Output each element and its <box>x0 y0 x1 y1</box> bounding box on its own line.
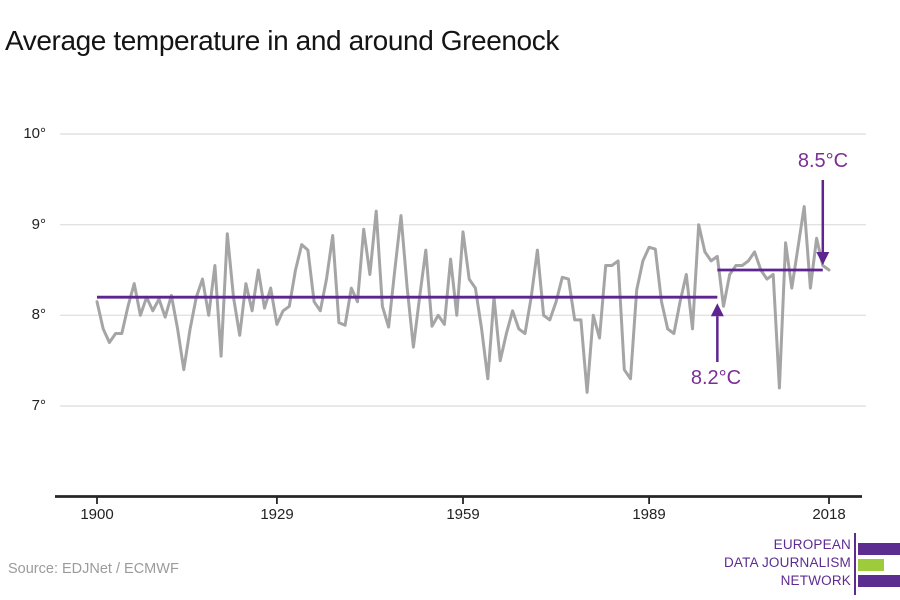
annotation-8-2: 8.2°C <box>690 367 742 389</box>
arrow-down-head <box>816 252 830 265</box>
chart-title: Average temperature in and around Greeno… <box>5 24 559 56</box>
logo-line-network: NETWORK <box>780 573 851 588</box>
y-axis-label-7: 7° <box>31 397 46 414</box>
logo-line-european: EUROPEAN <box>773 537 851 552</box>
logo-bar-purple-bottom <box>858 575 900 587</box>
y-axis-label-9: 9° <box>31 216 46 233</box>
logo-bar-purple-top <box>858 543 900 555</box>
x-axis-label-2018: 2018 <box>812 506 846 523</box>
logo-line-data-journalism: DATA JOURNALISM <box>723 555 851 570</box>
x-axis-label-1959: 1959 <box>446 506 480 523</box>
edjnet-logo-text: EUROPEAN DATA JOURNALISM NETWORK <box>724 536 851 590</box>
x-axis-label-1900: 1900 <box>80 506 114 523</box>
x-axis-label-1929: 1929 <box>260 506 294 523</box>
arrow-up-head <box>710 303 724 317</box>
source-attribution: Source: EDJNet / ECMWF <box>8 561 179 577</box>
y-axis-label-10: 10° <box>23 125 46 142</box>
temperature-line <box>95 205 831 394</box>
logo-bar-green-middle <box>858 559 884 571</box>
logo-divider-rule <box>854 533 856 595</box>
x-axis-label-1989: 1989 <box>632 506 666 523</box>
y-axis-label-8: 8° <box>31 306 46 323</box>
annotation-8-5: 8.5°C <box>797 150 849 172</box>
